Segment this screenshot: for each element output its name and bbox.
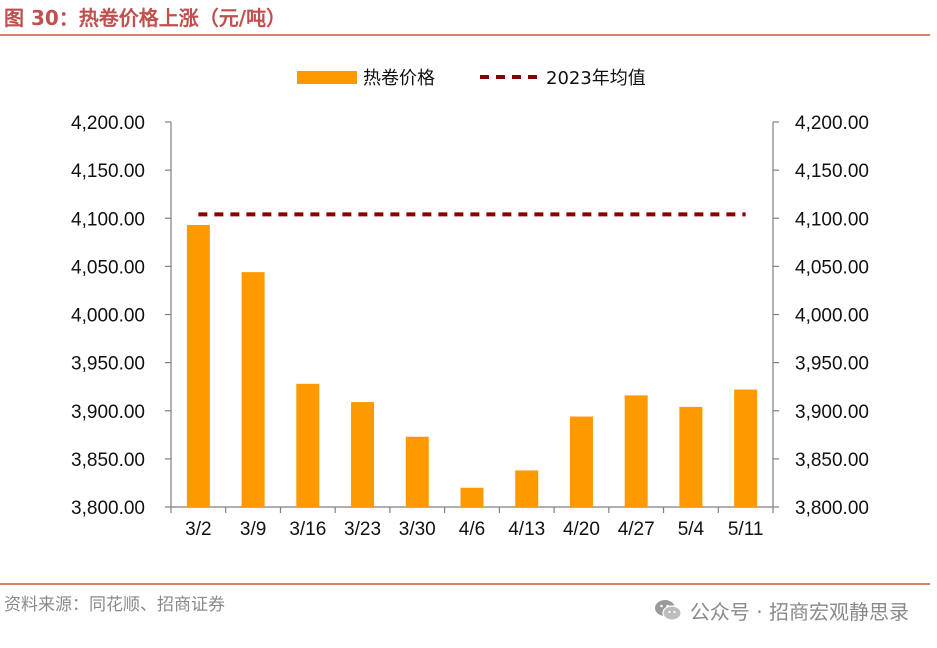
right-y-tick-label: 3,950.00	[795, 354, 869, 375]
wechat-icon	[654, 600, 682, 621]
x-tick-label: 3/9	[240, 519, 266, 540]
x-tick-labels: 3/2 3/9 3/16 3/23 3/30 4/6 4/13 4/20 4/27 5/4 5/11	[185, 519, 763, 540]
bar	[241, 272, 265, 507]
bar	[351, 402, 375, 507]
left-y-tick-label: 3,800.00	[71, 498, 145, 519]
x-tick-label: 4/20	[563, 519, 600, 540]
bottom-divider	[0, 583, 930, 585]
x-tick-label: 3/30	[399, 519, 436, 540]
bar	[460, 487, 484, 507]
right-y-tick-label: 4,000.00	[795, 306, 869, 327]
right-y-tick-label: 4,200.00	[795, 113, 869, 134]
watermark: 公众号 · 招商宏观静思录	[654, 596, 909, 624]
left-y-tick-label: 4,200.00	[71, 113, 145, 134]
right-y-tick-label: 3,800.00	[795, 498, 869, 519]
x-tick-label: 3/2	[185, 519, 211, 540]
bar	[186, 224, 210, 508]
legend-line-label: 2023年均值	[546, 68, 646, 89]
x-tick-label: 3/23	[344, 519, 381, 540]
chart-axes: 3,800.00 3,800.00 3,850.00 3,850.00 3,900.00…	[71, 113, 869, 519]
left-y-tick-label: 4,150.00	[71, 161, 145, 182]
right-y-tick-label: 4,150.00	[795, 161, 869, 182]
right-y-tick-label: 4,050.00	[795, 257, 869, 278]
x-tick-label: 5/11	[728, 519, 764, 540]
x-tick-label: 5/4	[678, 519, 705, 540]
bar	[624, 395, 648, 507]
x-tick-label: 4/27	[618, 519, 655, 540]
chart-legend: 热卷价格 2023年均值	[297, 68, 646, 89]
bar-series	[186, 224, 758, 508]
bar	[296, 383, 320, 507]
figure-title: 图 30：热卷价格上涨（元/吨）	[4, 6, 287, 30]
bar	[515, 470, 539, 507]
left-y-tick-label: 3,900.00	[71, 402, 145, 423]
bar	[405, 436, 429, 507]
x-tick-label: 4/6	[459, 519, 485, 540]
left-y-tick-label: 4,000.00	[71, 306, 145, 327]
legend-bar-swatch	[297, 71, 357, 84]
x-tick-label: 3/16	[289, 519, 326, 540]
legend-bar-label: 热卷价格	[363, 68, 435, 89]
bar-chart: 热卷价格 2023年均值 3,800.00 3,800.00 3,850.00 3,85…	[71, 68, 869, 540]
left-y-tick-label: 4,050.00	[71, 257, 145, 278]
bar	[569, 416, 593, 507]
left-y-tick-label: 4,100.00	[71, 209, 145, 230]
right-y-tick-label: 4,100.00	[795, 209, 869, 230]
source-note: 资料来源：同花顺、招商证券	[4, 595, 225, 615]
x-tick-label: 4/13	[508, 519, 545, 540]
top-divider	[0, 34, 930, 36]
left-y-tick-label: 3,850.00	[71, 450, 145, 471]
right-y-tick-label: 3,850.00	[795, 450, 869, 471]
watermark-text: 公众号 · 招商宏观静思录	[689, 599, 909, 624]
bar	[679, 406, 703, 507]
bar	[734, 389, 758, 507]
left-y-tick-label: 3,950.00	[71, 354, 145, 375]
right-y-tick-label: 3,900.00	[795, 402, 869, 423]
